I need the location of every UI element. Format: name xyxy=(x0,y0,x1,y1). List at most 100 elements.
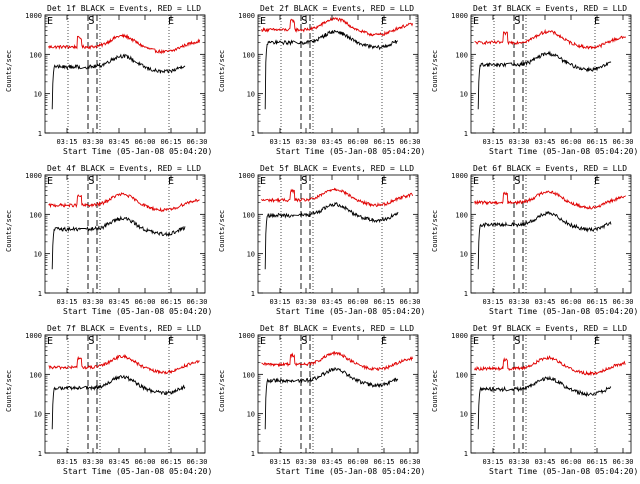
x-tick-label: 06:30 xyxy=(612,298,633,306)
panel-det-9: Det 9f BLACK = Events, RED = LLD Counts/s… xyxy=(431,324,638,476)
y-tick-label: 100 xyxy=(29,51,42,59)
marker-label: E xyxy=(381,176,387,187)
plot-frame xyxy=(257,174,419,294)
series-events-line xyxy=(477,375,612,430)
panel-title: Det 7f BLACK = Events, RED = LLD xyxy=(47,324,201,333)
y-tick-label: 1 xyxy=(464,290,468,298)
x-tick-label: 06:30 xyxy=(399,458,420,466)
marker-label: S xyxy=(301,174,308,187)
x-tick-label: 03:15 xyxy=(269,298,290,306)
panel-title: Det 9f BLACK = Events, RED = LLD xyxy=(473,324,627,333)
marker-label: E xyxy=(260,16,266,27)
series-lld-line xyxy=(474,190,626,210)
y-tick-label: 1000 xyxy=(25,172,42,180)
y-axis-label: Counts/sec xyxy=(431,50,439,92)
x-tick-label: 06:30 xyxy=(399,138,420,146)
panel-title: Det 8f BLACK = Events, RED = LLD xyxy=(260,324,414,333)
panel-det-2: Det 2f BLACK = Events, RED = LLD Counts/s… xyxy=(218,4,425,156)
y-tick-label: 1 xyxy=(464,130,468,138)
marker-label: E xyxy=(168,176,174,187)
y-tick-label: 1000 xyxy=(25,12,42,20)
marker-label: S xyxy=(514,334,521,347)
x-tick-label: 06:30 xyxy=(186,298,207,306)
series-lld-line xyxy=(48,353,200,375)
panel-det-5: Det 5f BLACK = Events, RED = LLD Counts/s… xyxy=(218,164,425,316)
y-tick-label: 10 xyxy=(247,411,255,419)
x-axis-label: Start Time (05-Jan-08 05:04:20) xyxy=(489,307,638,316)
x-tick-label: 06:15 xyxy=(586,138,607,146)
x-tick-label: 03:45 xyxy=(321,138,342,146)
series-lld-line xyxy=(261,16,414,37)
x-tick-label: 03:15 xyxy=(269,458,290,466)
y-tick-label: 10 xyxy=(34,91,42,99)
marker-label: E xyxy=(381,336,387,347)
x-tick-label: 03:45 xyxy=(108,138,129,146)
panel-title: Det 5f BLACK = Events, RED = LLD xyxy=(260,164,414,173)
series-events-line xyxy=(264,29,399,110)
marker-label: E xyxy=(260,176,266,187)
panel-title: Det 4f BLACK = Events, RED = LLD xyxy=(47,164,201,173)
plot-frame xyxy=(44,14,206,134)
x-tick-label: 06:00 xyxy=(347,298,368,306)
y-tick-label: 100 xyxy=(242,371,255,379)
series-lld-line xyxy=(474,355,626,377)
marker-label: E xyxy=(594,176,600,187)
series-lld-line xyxy=(261,187,414,208)
x-tick-label: 03:45 xyxy=(534,138,555,146)
panel-det-1: Det 1f BLACK = Events, RED = LLD Counts/s… xyxy=(5,4,212,156)
x-tick-label: 06:00 xyxy=(134,138,155,146)
series-events-line xyxy=(264,366,399,430)
x-tick-label: 06:30 xyxy=(612,458,633,466)
x-tick-label: 03:45 xyxy=(108,458,129,466)
y-tick-label: 100 xyxy=(455,211,468,219)
y-tick-label: 10 xyxy=(247,91,255,99)
y-tick-label: 1000 xyxy=(25,332,42,340)
y-tick-label: 1 xyxy=(251,290,255,298)
marker-label: E xyxy=(47,16,53,27)
x-tick-label: 03:30 xyxy=(295,298,316,306)
marker-label: E xyxy=(47,336,53,347)
x-tick-label: 06:15 xyxy=(160,458,181,466)
panel-title: Det 6f BLACK = Events, RED = LLD xyxy=(473,164,627,173)
x-tick-label: 06:00 xyxy=(560,458,581,466)
x-tick-label: 03:45 xyxy=(534,298,555,306)
y-tick-label: 1000 xyxy=(451,332,468,340)
x-tick-label: 03:30 xyxy=(295,138,316,146)
series-lld-line xyxy=(474,28,626,50)
x-axis-label: Start Time (05-Jan-08 05:04:20) xyxy=(276,147,425,156)
y-tick-label: 10 xyxy=(247,251,255,259)
panel-title: Det 2f BLACK = Events, RED = LLD xyxy=(260,4,414,13)
plot-frame xyxy=(257,14,419,134)
x-tick-label: 03:15 xyxy=(269,138,290,146)
series-events-line xyxy=(51,215,186,270)
marker-label: S xyxy=(301,334,308,347)
x-axis-label: Start Time (05-Jan-08 05:04:20) xyxy=(489,147,638,156)
x-tick-label: 03:15 xyxy=(482,138,503,146)
x-tick-label: 03:30 xyxy=(508,458,529,466)
x-tick-label: 03:30 xyxy=(508,138,529,146)
x-tick-label: 03:15 xyxy=(56,458,77,466)
y-tick-label: 10 xyxy=(460,411,468,419)
x-tick-label: 03:45 xyxy=(534,458,555,466)
series-events-line xyxy=(51,53,186,110)
y-axis-label: Counts/sec xyxy=(218,50,226,92)
x-tick-label: 06:30 xyxy=(399,298,420,306)
panel-title: Det 1f BLACK = Events, RED = LLD xyxy=(47,4,201,13)
x-tick-label: 06:30 xyxy=(186,138,207,146)
x-tick-label: 06:15 xyxy=(586,458,607,466)
y-tick-label: 1000 xyxy=(451,12,468,20)
y-tick-label: 100 xyxy=(242,51,255,59)
x-tick-label: 06:00 xyxy=(560,298,581,306)
y-axis-label: Counts/sec xyxy=(431,370,439,412)
y-axis-label: Counts/sec xyxy=(218,210,226,252)
plot-frame xyxy=(44,174,206,294)
x-tick-label: 06:30 xyxy=(612,138,633,146)
x-tick-label: 06:00 xyxy=(560,138,581,146)
series-events-line xyxy=(477,210,612,270)
x-axis-label: Start Time (05-Jan-08 05:04:20) xyxy=(276,467,425,476)
y-tick-label: 1 xyxy=(251,130,255,138)
x-tick-label: 06:15 xyxy=(160,298,181,306)
y-tick-label: 10 xyxy=(460,91,468,99)
